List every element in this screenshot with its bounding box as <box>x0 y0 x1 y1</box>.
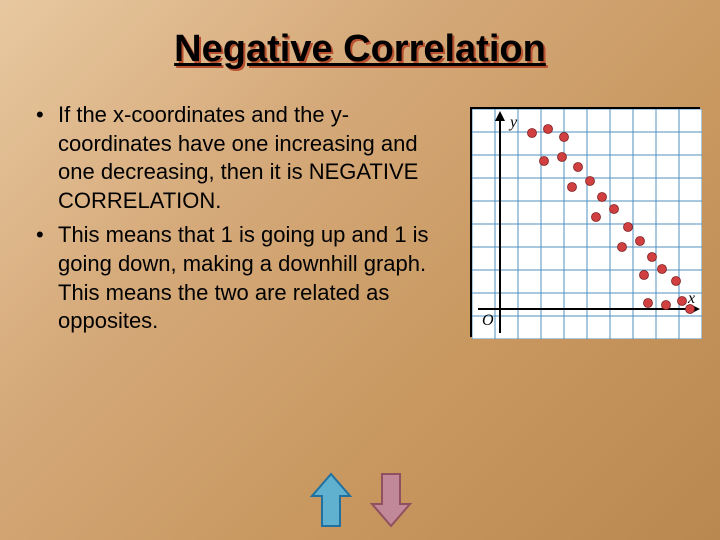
bullet-item: If the x-coordinates and the y-coordinat… <box>30 101 460 215</box>
arrow-pair <box>310 472 412 528</box>
bullet-list: If the x-coordinates and the y-coordinat… <box>30 101 470 342</box>
bullet-item: This means that 1 is going up and 1 is g… <box>30 221 460 335</box>
svg-text:O: O <box>482 312 494 329</box>
content-area: If the x-coordinates and the y-coordinat… <box>0 71 720 342</box>
slide-title: Negative Correlation <box>0 0 720 71</box>
down-arrow-icon <box>370 472 412 528</box>
svg-text:y: y <box>508 114 518 131</box>
up-arrow-icon <box>310 472 352 528</box>
scatter-chart: yxO <box>470 107 700 337</box>
